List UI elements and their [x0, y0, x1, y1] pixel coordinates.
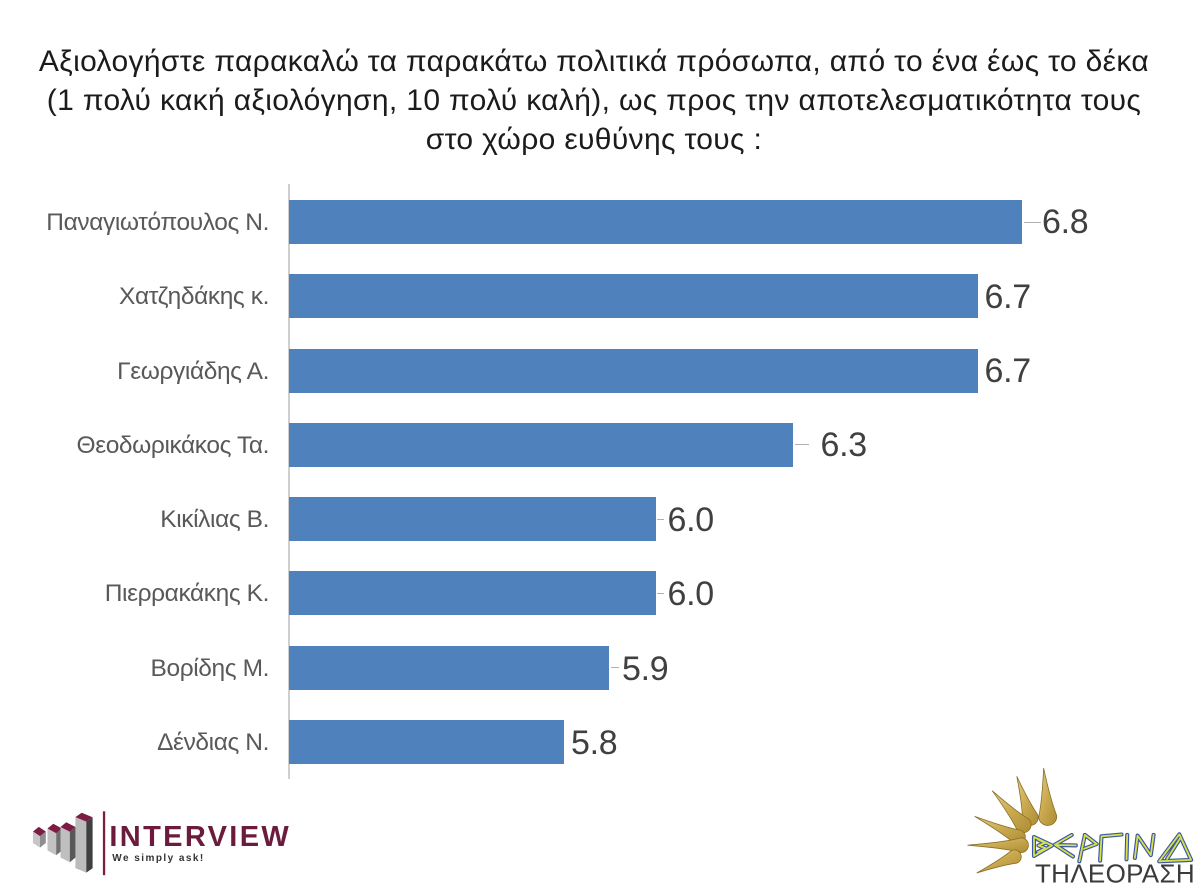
svg-text:ΤΗΛΕΟΡΑΣΗ: ΤΗΛΕΟΡΑΣΗ [1035, 859, 1195, 889]
svg-text:We simply ask!: We simply ask! [112, 853, 204, 864]
svg-text:INTERVIEW: INTERVIEW [109, 821, 291, 853]
